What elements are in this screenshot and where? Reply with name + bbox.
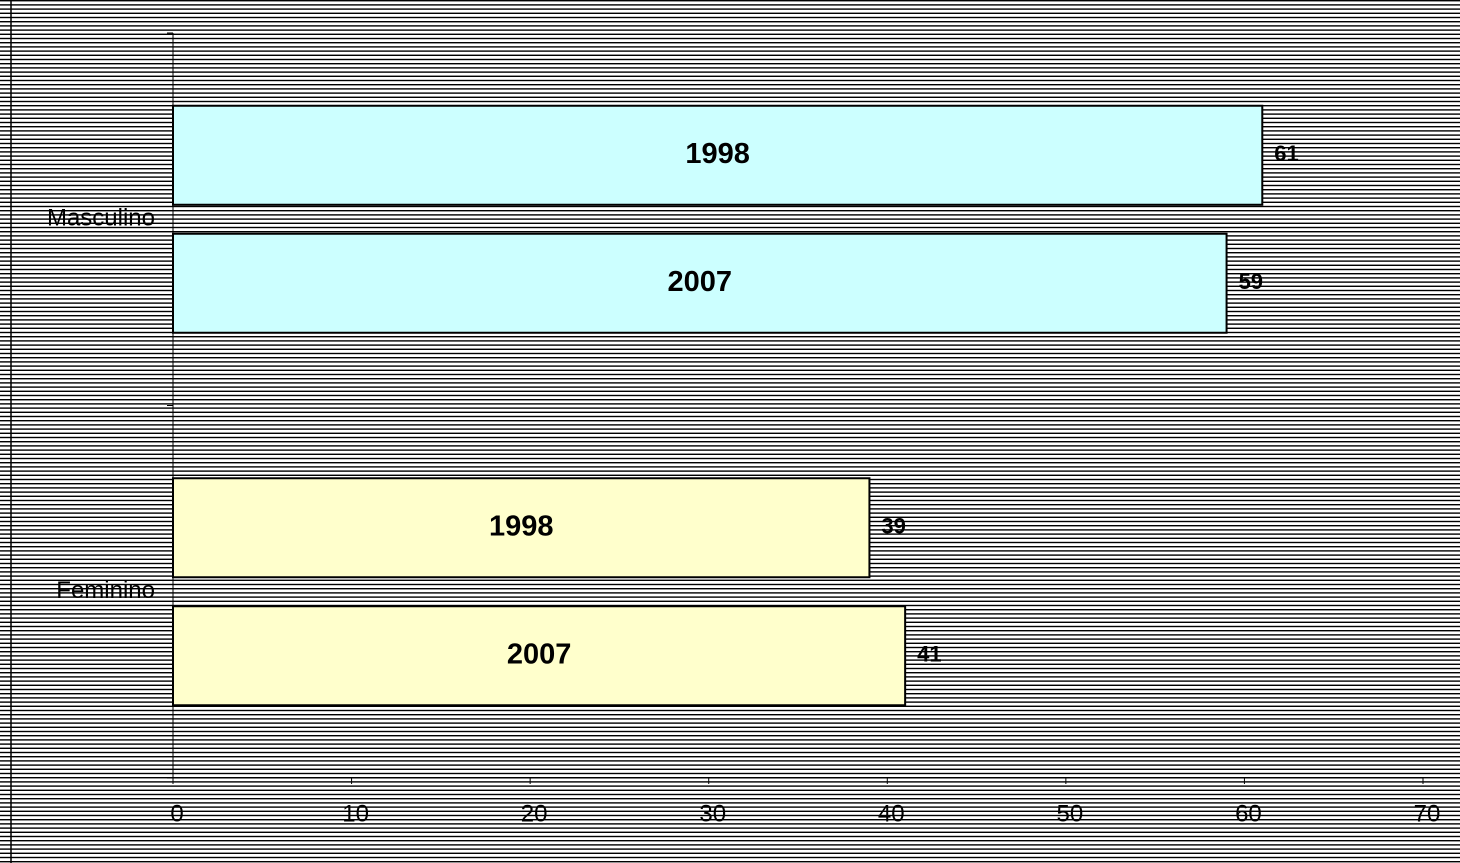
x-tick-label: 20	[521, 800, 548, 827]
x-tick-label: 0	[170, 800, 183, 827]
series-label: 2007	[668, 266, 733, 298]
bar	[172, 605, 907, 707]
value-label: 61	[1274, 141, 1298, 166]
x-tick-label: 60	[1235, 800, 1262, 827]
series-label: 1998	[685, 138, 750, 170]
value-label: 41	[917, 642, 941, 667]
x-tick-label: 30	[699, 800, 726, 827]
series-label: 2007	[507, 638, 572, 670]
bar	[172, 477, 871, 579]
x-tick-label: 50	[1057, 800, 1084, 827]
x-tick-label: 10	[342, 800, 369, 827]
category-label: Masculino	[47, 205, 155, 232]
value-label: 39	[881, 514, 905, 539]
x-tick-label: 40	[878, 800, 905, 827]
category-label: Feminino	[56, 577, 155, 604]
value-label: 59	[1239, 269, 1263, 294]
bar	[172, 104, 1264, 206]
x-tick-label: 70	[1414, 800, 1441, 827]
bar	[172, 232, 1228, 334]
series-label: 1998	[489, 510, 554, 542]
